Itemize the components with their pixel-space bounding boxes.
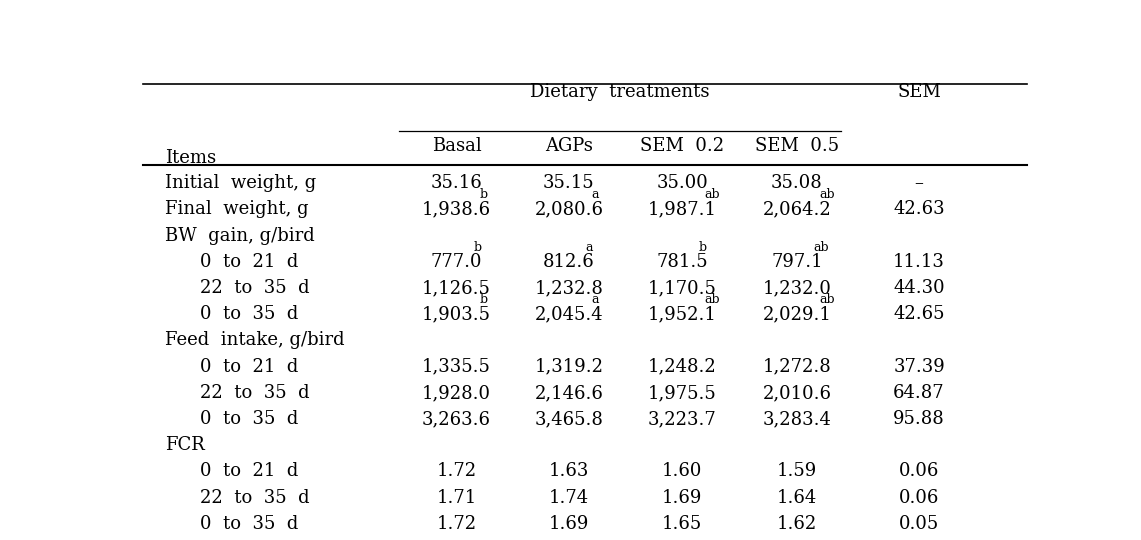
Text: 95.88: 95.88 <box>893 410 945 428</box>
Text: 1,232.8: 1,232.8 <box>534 279 604 297</box>
Text: 11.13: 11.13 <box>893 253 945 271</box>
Text: 1.62: 1.62 <box>777 515 817 533</box>
Text: 22  to  35  d: 22 to 35 d <box>200 489 309 507</box>
Text: 2,029.1: 2,029.1 <box>762 305 832 323</box>
Text: b: b <box>474 241 482 254</box>
Text: AGPs: AGPs <box>545 137 593 155</box>
Text: 1.63: 1.63 <box>549 462 589 481</box>
Text: 37.39: 37.39 <box>893 357 945 376</box>
Text: 781.5: 781.5 <box>656 253 707 271</box>
Text: 0  to  35  d: 0 to 35 d <box>200 410 299 428</box>
Text: 35.08: 35.08 <box>771 174 823 192</box>
Text: 64.87: 64.87 <box>893 384 945 402</box>
Text: BW  gain, g/bird: BW gain, g/bird <box>164 227 315 245</box>
Text: Basal: Basal <box>431 137 482 155</box>
Text: 1.64: 1.64 <box>777 489 817 507</box>
Text: 1,335.5: 1,335.5 <box>422 357 491 376</box>
Text: 812.6: 812.6 <box>543 253 594 271</box>
Text: SEM: SEM <box>897 83 941 101</box>
Text: 3,263.6: 3,263.6 <box>422 410 491 428</box>
Text: 2,080.6: 2,080.6 <box>534 200 604 219</box>
Text: SEM  0.5: SEM 0.5 <box>755 137 839 155</box>
Text: a: a <box>592 188 599 201</box>
Text: 1.65: 1.65 <box>662 515 702 533</box>
Text: 0  to  21  d: 0 to 21 d <box>200 253 299 271</box>
Text: ab: ab <box>705 293 720 306</box>
Text: 0  to  35  d: 0 to 35 d <box>200 305 299 323</box>
Text: 2,045.4: 2,045.4 <box>534 305 604 323</box>
Text: 1.59: 1.59 <box>777 462 817 481</box>
Text: 3,223.7: 3,223.7 <box>648 410 717 428</box>
Text: 3,283.4: 3,283.4 <box>762 410 832 428</box>
Text: ab: ab <box>819 188 835 201</box>
Text: Dietary  treatments: Dietary treatments <box>531 83 710 101</box>
Text: 0.06: 0.06 <box>899 462 939 481</box>
Text: 1,903.5: 1,903.5 <box>422 305 491 323</box>
Text: 0  to  21  d: 0 to 21 d <box>200 462 299 481</box>
Text: 2,010.6: 2,010.6 <box>762 384 832 402</box>
Text: a: a <box>585 241 593 254</box>
Text: 1.72: 1.72 <box>437 515 477 533</box>
Text: 35.00: 35.00 <box>656 174 707 192</box>
Text: 1,272.8: 1,272.8 <box>762 357 832 376</box>
Text: Initial  weight, g: Initial weight, g <box>164 174 316 192</box>
Text: Feed  intake, g/bird: Feed intake, g/bird <box>164 332 345 349</box>
Text: 1,987.1: 1,987.1 <box>648 200 717 219</box>
Text: 0  to  35  d: 0 to 35 d <box>200 515 299 533</box>
Text: 1.69: 1.69 <box>662 489 702 507</box>
Text: 1.72: 1.72 <box>437 462 477 481</box>
Text: 1,928.0: 1,928.0 <box>422 384 491 402</box>
Text: ab: ab <box>819 293 835 306</box>
Text: 22  to  35  d: 22 to 35 d <box>200 279 309 297</box>
Text: 777.0: 777.0 <box>431 253 483 271</box>
Text: 2,146.6: 2,146.6 <box>534 384 604 402</box>
Text: 797.1: 797.1 <box>771 253 823 271</box>
Text: 35.16: 35.16 <box>430 174 483 192</box>
Text: 44.30: 44.30 <box>893 279 945 297</box>
Text: 1,938.6: 1,938.6 <box>422 200 491 219</box>
Text: 22  to  35  d: 22 to 35 d <box>200 384 309 402</box>
Text: ab: ab <box>814 241 830 254</box>
Text: b: b <box>479 293 487 306</box>
Text: 1,319.2: 1,319.2 <box>534 357 604 376</box>
Text: 1,952.1: 1,952.1 <box>648 305 717 323</box>
Text: 1.71: 1.71 <box>436 489 477 507</box>
Text: 3,465.8: 3,465.8 <box>534 410 604 428</box>
Text: SEM  0.2: SEM 0.2 <box>640 137 725 155</box>
Text: 2,064.2: 2,064.2 <box>762 200 832 219</box>
Text: 1,975.5: 1,975.5 <box>648 384 717 402</box>
Text: 1.74: 1.74 <box>549 489 589 507</box>
Text: –: – <box>915 174 923 192</box>
Text: 42.63: 42.63 <box>893 200 945 219</box>
Text: 1,232.0: 1,232.0 <box>762 279 832 297</box>
Text: b: b <box>698 241 707 254</box>
Text: 42.65: 42.65 <box>893 305 945 323</box>
Text: Final  weight, g: Final weight, g <box>164 200 308 219</box>
Text: 1,126.5: 1,126.5 <box>422 279 491 297</box>
Text: a: a <box>592 293 599 306</box>
Text: 0.05: 0.05 <box>899 515 939 533</box>
Text: 35.15: 35.15 <box>543 174 594 192</box>
Text: 1,248.2: 1,248.2 <box>648 357 717 376</box>
Text: 1,170.5: 1,170.5 <box>648 279 717 297</box>
Text: 1.60: 1.60 <box>662 462 702 481</box>
Text: 0.06: 0.06 <box>899 489 939 507</box>
Text: ab: ab <box>705 188 720 201</box>
Text: b: b <box>479 188 487 201</box>
Text: 0  to  21  d: 0 to 21 d <box>200 357 299 376</box>
Text: FCR: FCR <box>164 436 204 454</box>
Text: 1.69: 1.69 <box>549 515 589 533</box>
Text: Items: Items <box>164 150 216 167</box>
